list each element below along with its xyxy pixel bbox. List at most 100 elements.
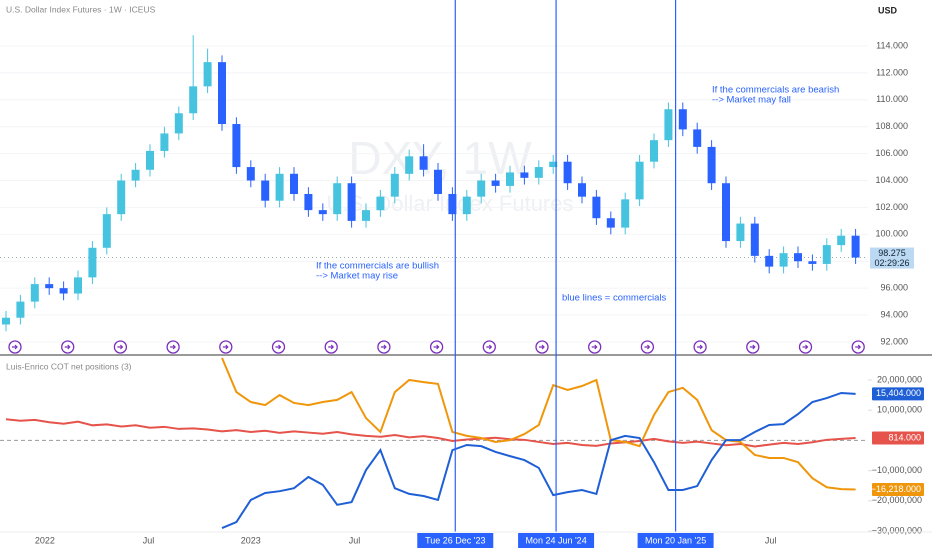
candle-body [45,284,54,289]
last-value-label: −16,218.000 [871,484,921,494]
y-tick-label: 96.000 [880,283,908,293]
event-icon-arrow [117,344,124,350]
candle-body [203,62,212,87]
price-label: 98.275 [878,248,906,258]
candle-body [693,129,702,147]
event-icon-arrow [855,344,862,350]
candle-body [707,146,716,184]
candle-body [520,172,529,178]
candle-body [146,150,154,170]
candle-body [462,196,471,215]
marker-label: Mon 24 Jun '24 [525,535,586,545]
price-label-box [870,247,914,269]
candle-body [390,173,399,197]
event-icon-arrow [170,344,176,350]
annotation: If the commercials are bullish [316,261,439,272]
event-icon-arrow [591,344,598,350]
candle-body [678,109,687,130]
event-icon-arrow [64,344,71,350]
candle-body [549,161,558,168]
countdown: 02:29:26 [874,258,909,268]
event-icon-arrow [539,344,545,350]
y-tick-label: 10,000,000 [877,405,922,415]
candle-body [650,140,658,162]
candle-body [88,247,97,278]
event-icon-arrow [486,344,493,350]
event-icon-arrow [433,344,440,350]
candle-body [491,180,500,186]
y-tick-label: −10,000,000 [872,465,922,475]
event-icon-arrow [644,344,651,350]
candle-body [261,180,270,201]
y-tick-label: 94.000 [880,309,908,319]
event-icon-arrow [697,344,703,350]
candle-body [578,183,586,197]
marker-label-box [518,533,595,548]
y-tick-label: 114.000 [876,40,908,50]
candle-body [362,210,370,221]
event-icon-arrow [328,344,335,350]
candle-body [664,109,673,141]
last-value-label: 15,404.000 [876,388,921,398]
marker-label-box [637,533,714,548]
candle-body [218,62,226,125]
event-icon-arrow [749,344,756,350]
y-tick-label: 102.000 [875,202,908,212]
candle-body [333,183,342,215]
marker-label: Mon 20 Jan '25 [645,535,706,545]
candle-body [563,161,572,184]
candle-body [635,161,644,200]
candle-body [822,245,831,264]
series-line [221,391,856,529]
candle-body [131,169,140,181]
candle-body [621,199,630,228]
event-icon-arrow [275,344,282,350]
y-tick-label: 106.000 [875,148,908,158]
annotation: --> Market may rise [316,271,398,282]
x-tick-label: Jul [765,535,777,545]
candle-body [59,288,68,294]
candle-body [174,113,183,134]
candle-body [750,223,759,256]
candle-body [506,172,514,186]
candle-body [534,167,543,178]
y-tick-label: −30,000,000 [872,525,922,535]
candle-body [736,223,745,242]
candle-body [376,196,385,211]
candle-body [304,193,313,211]
x-tick-label: Jul [143,535,155,545]
y-tick-label: 110.000 [876,94,908,104]
candle-body [434,169,442,194]
candle-body [808,261,817,264]
last-value-box [872,387,924,401]
last-value-label: 814.000 [888,432,921,442]
y-tick-label: 112.000 [876,67,908,77]
chart-title: U.S. Dollar Index Futures · 1W · ICEUS [6,4,156,14]
candle-body [160,133,169,151]
candle-body [837,235,846,246]
series-line [221,357,856,491]
candle-body [189,86,198,114]
candle-body [405,156,414,174]
candle-body [448,193,457,215]
candle-body [102,214,111,248]
y-tick-label: 108.000 [875,121,908,131]
candle-body [592,196,601,219]
candle-body [117,180,126,215]
candle-body [419,156,428,170]
last-value-box [872,482,924,496]
candle-body [2,317,10,325]
event-icon-arrow [12,344,18,350]
candle-body [232,124,241,168]
annotation: --> Market may fall [712,95,791,106]
y-tick-label: −20,000,000 [872,495,922,505]
candle-body [30,284,39,302]
annotation: blue lines = commercials [562,293,667,304]
y-tick-label: 104.000 [875,175,908,185]
y-tick-label: 100.000 [875,229,908,239]
series-line [5,418,856,448]
y-tick-label: 92.000 [880,336,908,346]
